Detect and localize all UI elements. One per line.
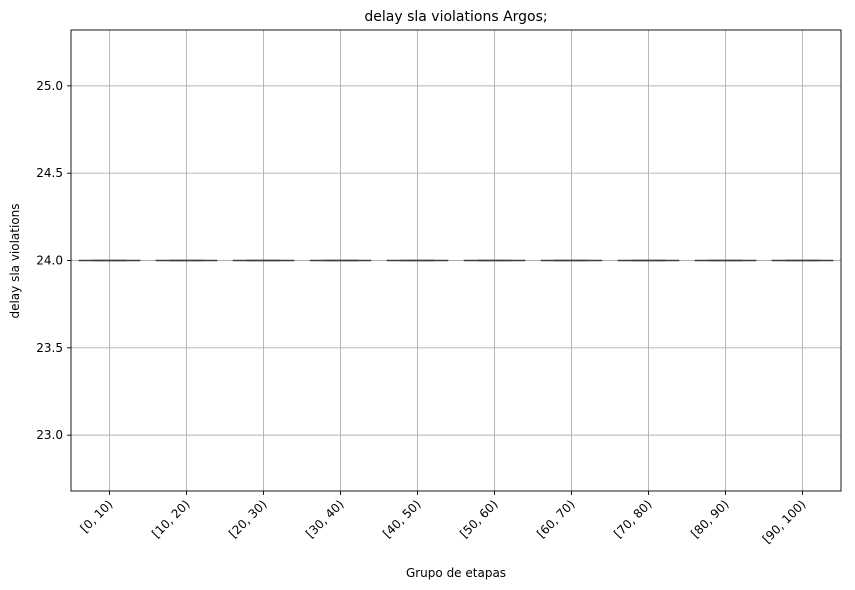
y-axis-ticks: 23.0 23.5 24.0 24.5 25.0 (36, 79, 71, 442)
x-tick-label: [10, 20) (149, 497, 193, 541)
x-tick-label: [90, 100) (760, 497, 809, 546)
x-tick-label: [30, 40) (303, 497, 347, 541)
y-tick-label: 24.0 (36, 254, 63, 268)
x-tick-label: [60, 70) (534, 497, 578, 541)
x-tick-label: [40, 50) (380, 497, 424, 541)
x-axis-ticks: [0, 10) [10, 20) [20, 30) [30, 40) [40, 50) [… (78, 491, 809, 546)
y-tick-label: 23.0 (36, 428, 63, 442)
y-tick-label: 23.5 (36, 341, 63, 355)
chart-title: delay sla violations Argos; (364, 9, 547, 25)
x-axis-label: Grupo de etapas (406, 566, 506, 580)
y-tick-label: 25.0 (36, 79, 63, 93)
y-tick-label: 24.5 (36, 166, 63, 180)
x-tick-label: [70, 80) (611, 497, 655, 541)
x-tick-label: [20, 30) (226, 497, 270, 541)
x-tick-label: [50, 60) (457, 497, 501, 541)
x-tick-label: [80, 90) (688, 497, 732, 541)
x-tick-label: [0, 10) (78, 497, 116, 535)
y-axis-label: delay sla violations (8, 203, 22, 318)
